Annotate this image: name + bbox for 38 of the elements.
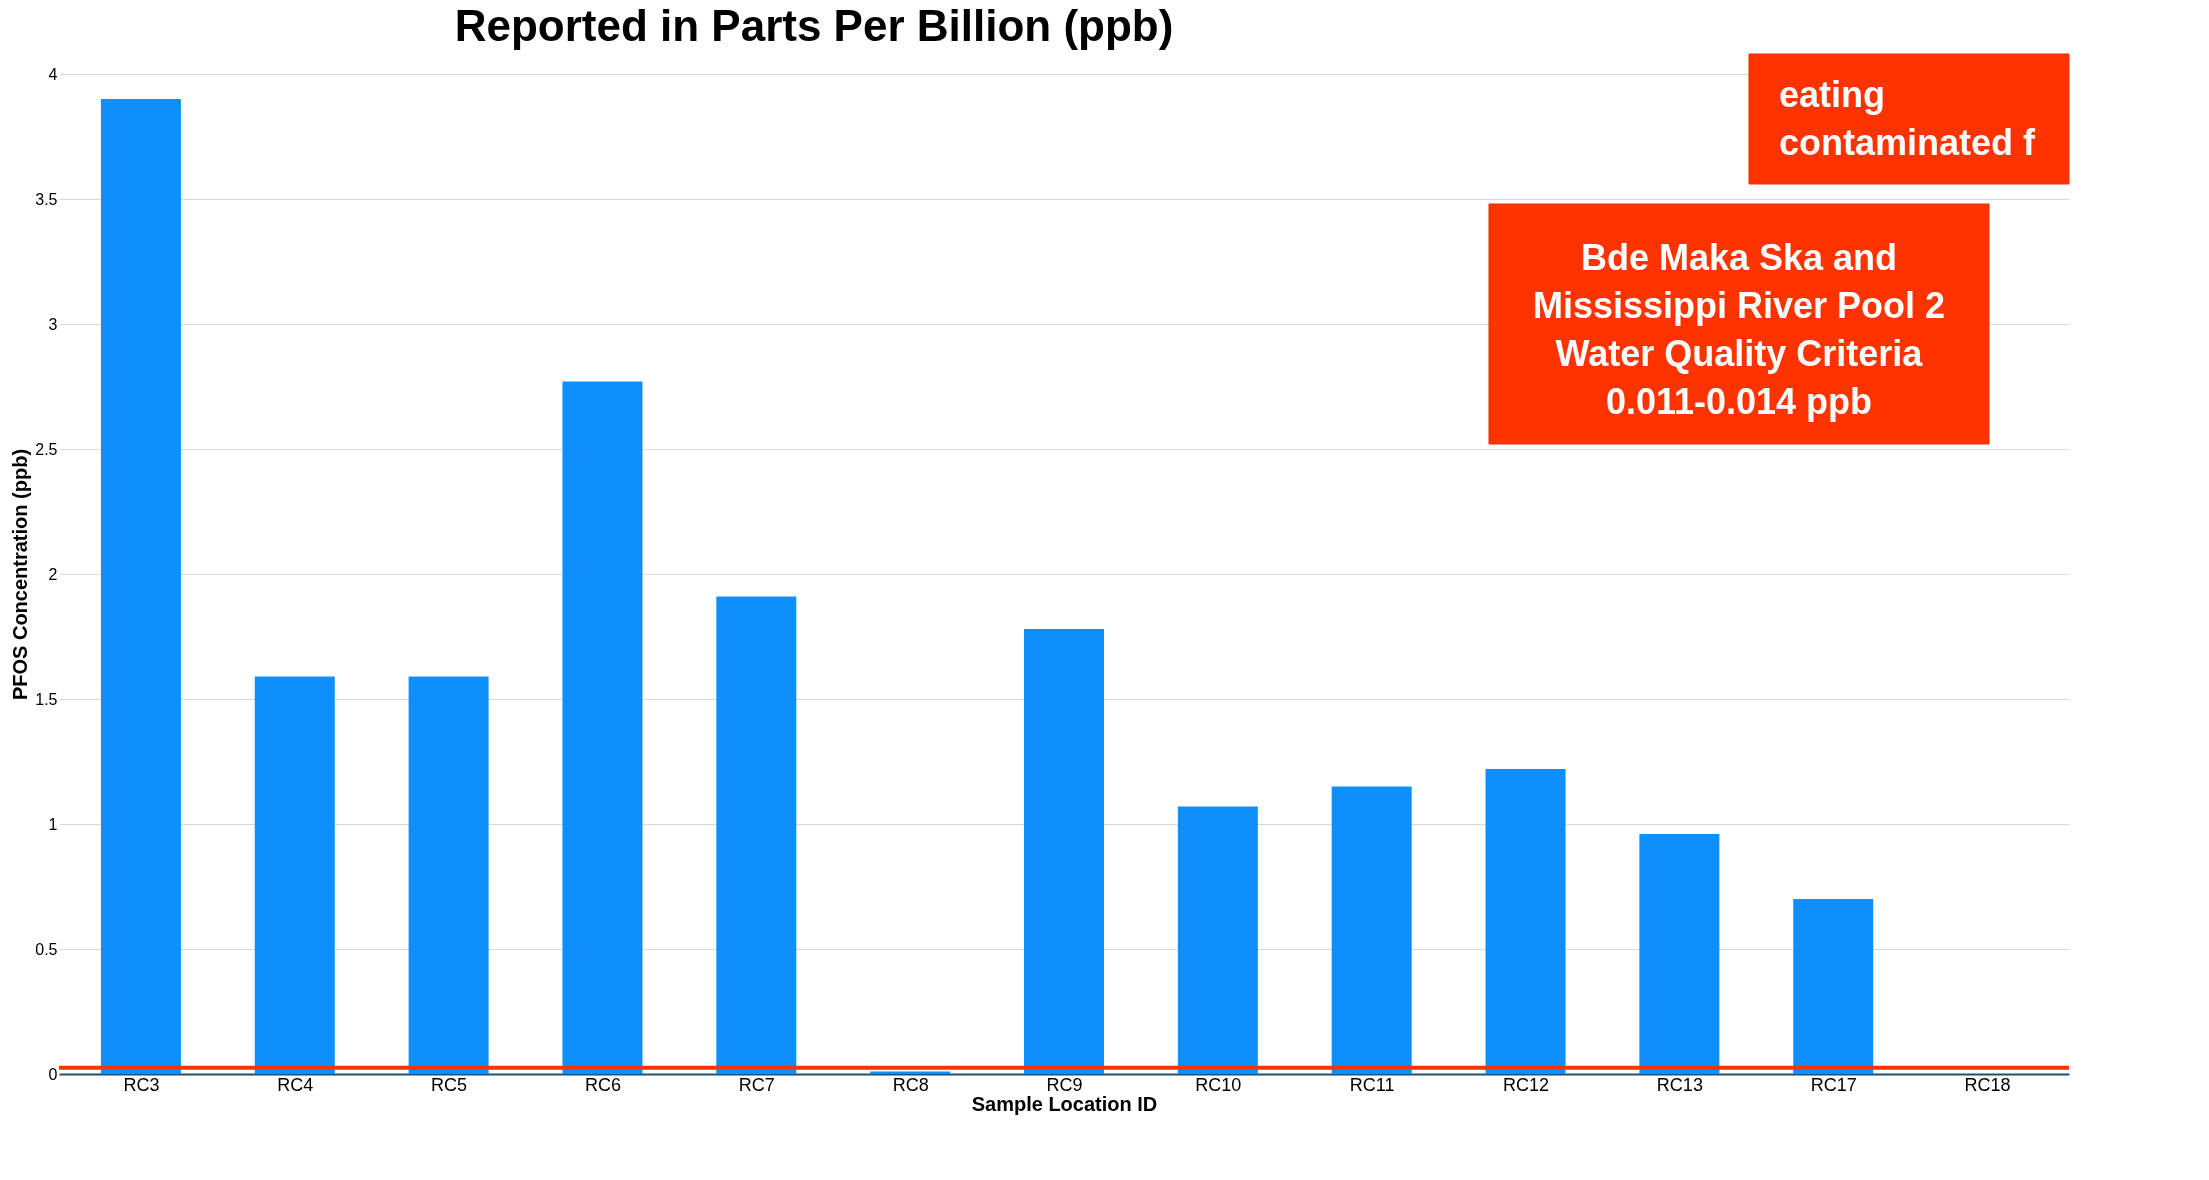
chart-title: Reported in Parts Per Billion (ppb)	[454, 0, 1174, 50]
x-tick-label: RC11	[1349, 1074, 1395, 1095]
y-tick-label: 4	[48, 65, 58, 83]
x-tick-label: RC8	[892, 1074, 929, 1095]
bar	[254, 676, 335, 1074]
x-tick-label: RC9	[1046, 1074, 1083, 1095]
bar	[562, 381, 643, 1074]
y-tick-label: 2	[48, 565, 58, 583]
x-axis-title: Sample Location ID	[971, 1092, 1158, 1115]
x-tick-label: RC7	[738, 1074, 775, 1095]
bar	[716, 596, 797, 1074]
x-tick-label: RC6	[584, 1074, 621, 1095]
x-tick-label: RC18	[1964, 1074, 2011, 1095]
x-tick-label: RC3	[123, 1074, 160, 1095]
bar	[1331, 786, 1412, 1074]
y-tick-label: 0	[48, 1065, 58, 1083]
x-tick-label: RC5	[431, 1074, 468, 1095]
y-tick-label: 3	[48, 315, 58, 333]
y-tick-label: 1	[48, 815, 58, 833]
x-tick-label: RC13	[1656, 1074, 1703, 1095]
bar	[1024, 629, 1104, 1074]
y-tick-label: 2.5	[35, 440, 58, 458]
annotation: eating contaminated f	[1779, 74, 2037, 163]
bar	[1177, 806, 1258, 1074]
bar	[1485, 769, 1566, 1074]
x-tick-label: RC4	[277, 1074, 314, 1095]
bar	[408, 676, 489, 1074]
bar	[1793, 899, 1874, 1074]
y-tick-label: 0.5	[35, 940, 58, 958]
y-axis-title: PFOS Concentration (ppb)	[9, 448, 32, 701]
x-tick-label: RC17	[1810, 1074, 1857, 1095]
annotation: Bde Maka Ska and Mississippi River Pool 2 Water Quality Criteria 0.011-0.014 ppb	[1532, 237, 1946, 422]
bar	[1639, 834, 1720, 1074]
y-tick-label: 1.5	[35, 690, 58, 708]
x-tick-label: RC12	[1503, 1074, 1550, 1095]
x-tick-label: RC10	[1195, 1074, 1242, 1095]
y-tick-label: 3.5	[35, 190, 58, 208]
bar	[100, 99, 181, 1074]
